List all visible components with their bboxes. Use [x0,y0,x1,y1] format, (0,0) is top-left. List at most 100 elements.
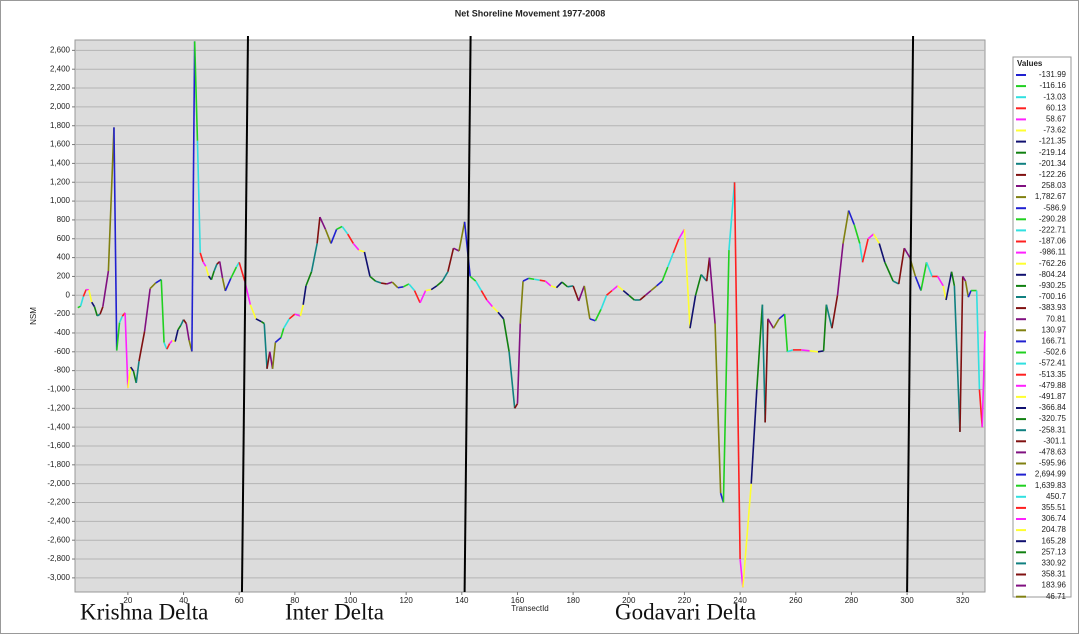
line-segment [742,483,753,588]
line-segment [950,271,956,287]
line-segment [182,319,187,325]
line-segment [787,349,794,353]
line-segment [210,270,215,280]
line-segment [622,289,630,296]
line-segment [764,318,769,423]
x-tick-label: 80 [290,596,299,605]
line-segment [606,289,613,296]
x-tick-label: 160 [511,596,525,605]
line-segment [127,366,132,389]
line-segment [341,226,349,235]
line-segment [91,301,96,308]
x-tick-label: 40 [179,596,188,605]
line-segment [453,247,460,252]
line-segment [93,306,99,317]
line-segment [274,337,282,343]
legend-label: 165.28 [1042,536,1067,545]
y-tick-label: -2,000 [47,479,70,488]
line-segment [491,306,499,313]
line-segment [436,280,443,287]
line-segment [419,290,427,304]
legend-label: -383.93 [1039,303,1067,312]
line-segment [733,182,741,560]
line-segment [280,328,285,338]
line-segment [166,343,171,350]
line-segment [305,271,313,287]
legend-label: -73.62 [1043,126,1066,135]
line-segment [884,261,894,282]
line-segment [174,329,179,342]
y-tick-label: -400 [54,328,71,337]
x-axis-label: TransectId [511,604,549,613]
line-segment [263,323,268,369]
line-segment [386,281,393,285]
line-segment [224,277,232,292]
x-tick-label: 20 [123,596,132,605]
legend-label: -187.06 [1039,237,1067,246]
line-segment [617,285,624,292]
y-tick-label: 0 [66,290,71,299]
line-segment [897,248,906,285]
legend-label: 258.03 [1042,181,1067,190]
legend-label: -366.84 [1039,403,1067,412]
legend-label: -930.25 [1039,281,1067,290]
y-tick-label: 600 [57,234,71,243]
line-segment [822,304,828,351]
line-segment [363,251,371,277]
line-segment [96,313,101,317]
line-segment [266,351,271,369]
y-tick-label: -1,600 [47,441,70,450]
line-segment [213,263,218,272]
line-segment [953,285,961,432]
line-segment [113,127,118,351]
legend-label: -13.03 [1043,92,1066,101]
line-segment [825,304,833,329]
line-segment [700,274,708,282]
legend-label: 450.7 [1046,492,1067,501]
legend-label: 1,639.83 [1035,481,1067,490]
line-segment [163,342,168,350]
line-segment [783,314,789,352]
line-segment [288,313,296,320]
x-tick-label: 220 [678,596,692,605]
line-segment [809,350,819,353]
line-segment [480,290,488,301]
line-segment [88,289,93,303]
legend-label: 358.31 [1042,570,1067,579]
y-tick-label: -2,400 [47,516,70,525]
y-tick-label: -1,000 [47,385,70,394]
region-label: Godavari Delta [615,599,756,624]
legend-label: -572.41 [1039,359,1067,368]
line-segment [920,262,928,291]
line-segment [722,250,730,503]
line-segment [115,322,121,351]
x-tick-label: 320 [956,596,970,605]
line-segment [975,290,981,390]
legend-label: 1,782.67 [1035,192,1067,201]
line-segment [369,275,377,282]
line-segment [299,304,304,317]
line-segment [316,217,321,244]
line-segment [550,285,557,289]
line-segment [310,243,318,272]
line-segment [967,290,972,298]
line-segment [572,285,580,302]
line-segment [539,279,546,282]
line-segment [962,276,967,282]
line-segment [942,285,947,301]
line-segment [261,320,265,325]
line-segment [82,289,87,297]
y-tick-label: -200 [54,309,71,318]
line-segment [271,342,277,369]
legend-label: -121.35 [1039,137,1067,146]
legend-label: -258.31 [1039,425,1067,434]
y-tick-label: 400 [57,253,71,262]
legend-label: -290.28 [1039,214,1067,223]
y-tick-label: 200 [57,272,71,281]
line-segment [302,285,307,305]
legend-label: -116.16 [1039,81,1066,90]
divider-line [240,35,249,593]
y-tick-label: -1,800 [47,460,70,469]
line-segment [191,41,196,352]
legend-label: 204.78 [1042,525,1067,534]
